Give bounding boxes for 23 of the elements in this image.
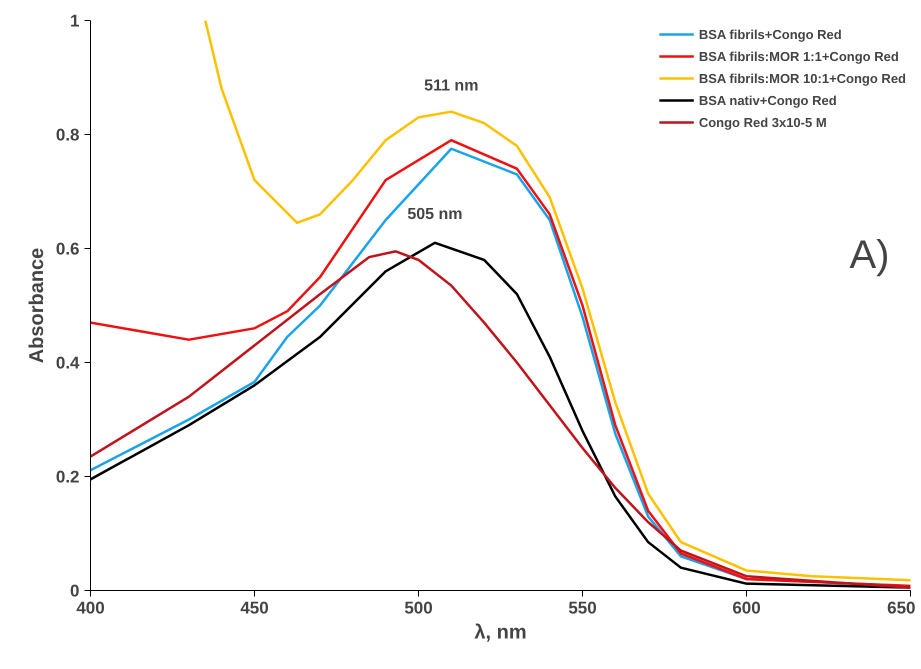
y-axis-title: Absorbance <box>26 248 48 364</box>
legend-label: BSA fibrils:MOR 10:1+Congo Red <box>698 70 906 86</box>
x-tick-label: 500 <box>404 598 433 618</box>
x-tick-label: 400 <box>76 598 105 618</box>
annotation: 505 nm <box>407 206 462 223</box>
y-tick-label: 0.4 <box>56 354 80 372</box>
y-tick-label: 0 <box>70 582 80 600</box>
y-tick-label: 0.2 <box>56 468 80 486</box>
annotation: A) <box>850 233 890 277</box>
annotation: 511 nm <box>424 78 478 95</box>
y-tick-label: 1 <box>70 12 80 30</box>
line-series <box>204 20 910 582</box>
x-tick-label: 650 <box>887 598 916 618</box>
legend-label: BSA nativ+Congo Red <box>698 92 837 108</box>
legend-label: BSA fibrils:MOR 1:1+Congo Red <box>698 48 899 64</box>
x-axis-title: λ, nm <box>474 622 527 644</box>
y-tick-label: 0.6 <box>56 240 80 258</box>
x-tick-label: 550 <box>568 598 597 618</box>
y-tick-label: 0.8 <box>56 126 80 144</box>
legend-label: Congo Red 3x10-5 M <box>698 114 827 130</box>
x-tick-label: 450 <box>240 598 269 618</box>
legend-label: BSA fibrils+Congo Red <box>698 26 842 42</box>
x-tick-label: 600 <box>732 598 761 618</box>
